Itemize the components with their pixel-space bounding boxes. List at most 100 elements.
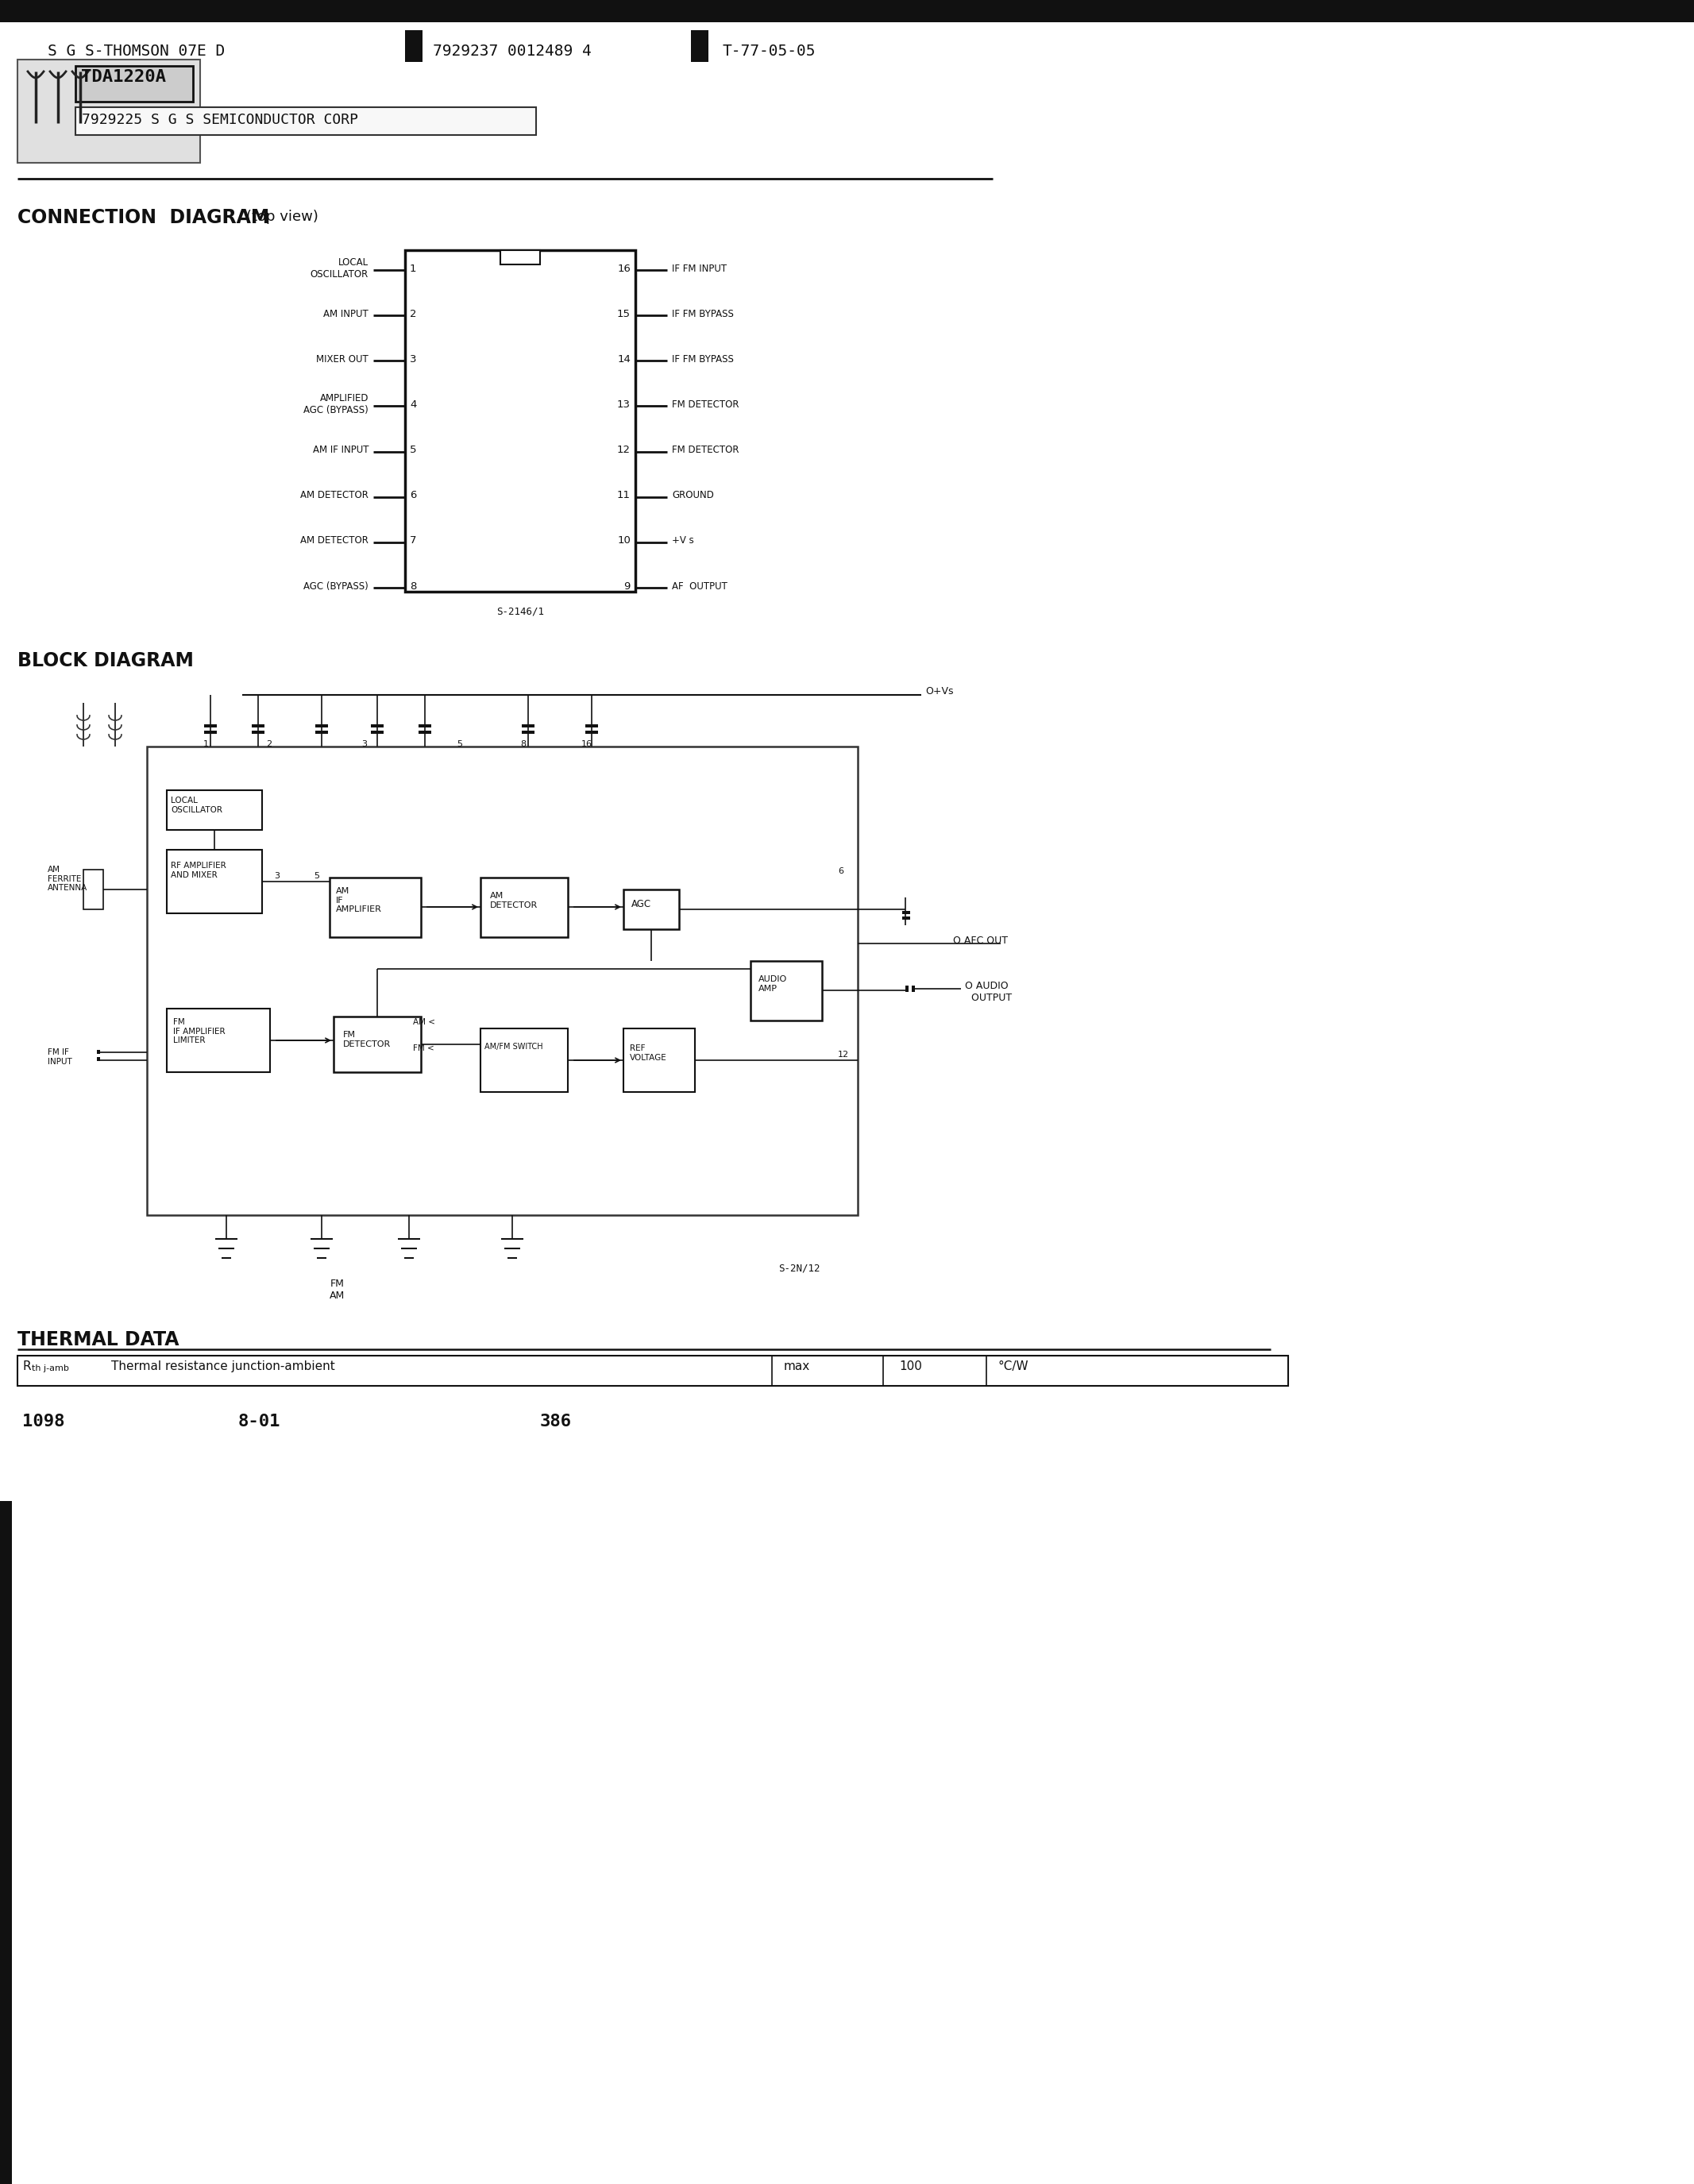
Text: S G S-THOMSON 07E D: S G S-THOMSON 07E D (47, 44, 225, 59)
Text: 14: 14 (617, 354, 630, 365)
Bar (97, 1051, 100, 1055)
Bar (691, 31, 708, 61)
Text: AM <: AM < (413, 1018, 435, 1026)
Text: 7929237 0012489 4: 7929237 0012489 4 (434, 44, 591, 59)
Bar (0, 0, 1694, 22)
Text: 5: 5 (457, 740, 462, 749)
Bar (405, 251, 635, 592)
Bar (903, 911, 910, 915)
Text: 8: 8 (410, 581, 417, 592)
Text: AM
DETECTOR: AM DETECTOR (490, 891, 539, 909)
Bar (586, 725, 598, 727)
Text: FM
IF AMPLIFIER
LIMITER: FM IF AMPLIFIER LIMITER (173, 1018, 225, 1044)
Text: 15: 15 (617, 308, 630, 319)
Text: GROUND: GROUND (673, 489, 713, 500)
Text: 4: 4 (410, 400, 417, 411)
Text: IF FM BYPASS: IF FM BYPASS (673, 354, 734, 365)
Text: 7929225 S G S SEMICONDUCTOR CORP: 7929225 S G S SEMICONDUCTOR CORP (81, 114, 357, 127)
Text: 13: 13 (617, 400, 630, 411)
Text: 8-01: 8-01 (239, 1413, 281, 1431)
Bar (252, 725, 264, 727)
Text: 1: 1 (203, 740, 208, 749)
Text: AM INPUT: AM INPUT (324, 308, 369, 319)
Text: (top view): (top view) (246, 210, 318, 225)
Bar (418, 725, 432, 727)
Text: 2: 2 (266, 740, 273, 749)
Text: TDA1220A: TDA1220A (81, 70, 166, 85)
Text: 9: 9 (623, 581, 630, 592)
Text: 12: 12 (839, 1051, 849, 1059)
Text: AF  OUTPUT: AF OUTPUT (673, 581, 727, 592)
Text: IF FM BYPASS: IF FM BYPASS (673, 308, 734, 319)
Text: 10: 10 (617, 535, 630, 546)
Text: AM/FM SWITCH: AM/FM SWITCH (484, 1042, 542, 1051)
Text: 1098: 1098 (22, 1413, 64, 1431)
Text: 16: 16 (617, 264, 630, 273)
Bar (405, 31, 422, 61)
Bar (334, 1016, 420, 1072)
Text: LOCAL
OSCILLATOR: LOCAL OSCILLATOR (310, 258, 369, 280)
Text: THERMAL DATA: THERMAL DATA (17, 1330, 180, 1350)
Bar (905, 985, 908, 992)
Text: Thermal resistance junction-ambient: Thermal resistance junction-ambient (112, 1361, 335, 1372)
Bar (17, 59, 200, 164)
Bar (17, 1356, 1287, 1387)
Bar (315, 725, 329, 727)
Text: 7: 7 (410, 535, 417, 546)
Bar (481, 878, 567, 937)
Text: AM: AM (330, 1291, 346, 1302)
Bar (166, 791, 263, 830)
Text: th j-amb: th j-amb (32, 1365, 69, 1372)
Text: AM DETECTOR: AM DETECTOR (300, 535, 369, 546)
Text: 5: 5 (313, 871, 318, 880)
Text: 3: 3 (363, 740, 368, 749)
Text: 16: 16 (581, 740, 593, 749)
Bar (623, 889, 679, 928)
Text: FM DETECTOR: FM DETECTOR (673, 446, 739, 454)
Text: max: max (784, 1361, 810, 1372)
Bar (750, 961, 822, 1020)
Bar (623, 1029, 695, 1092)
Text: 3: 3 (274, 871, 280, 880)
Bar (330, 878, 420, 937)
Text: 8: 8 (520, 740, 527, 749)
Text: RF AMPLIFIER
AND MIXER: RF AMPLIFIER AND MIXER (171, 863, 225, 878)
Text: 1: 1 (410, 264, 417, 273)
Bar (371, 725, 383, 727)
Text: 6: 6 (839, 867, 844, 876)
Text: O AFC OUT: O AFC OUT (954, 935, 1008, 946)
Bar (147, 747, 857, 1214)
Bar (500, 251, 540, 264)
Text: 6: 6 (410, 489, 417, 500)
Text: AGC: AGC (632, 900, 650, 909)
Bar (522, 725, 535, 727)
Text: BLOCK DIAGRAM: BLOCK DIAGRAM (17, 651, 193, 670)
Bar (911, 985, 915, 992)
Text: °C/W: °C/W (998, 1361, 1028, 1372)
Text: R: R (22, 1361, 30, 1372)
Text: AMPLIFIED
AGC (BYPASS): AMPLIFIED AGC (BYPASS) (303, 393, 369, 415)
Text: FM: FM (330, 1278, 344, 1289)
Bar (903, 917, 910, 919)
Bar (371, 732, 383, 734)
Text: 386: 386 (540, 1413, 573, 1431)
Bar (522, 732, 535, 734)
Text: FM IF
INPUT: FM IF INPUT (47, 1048, 73, 1066)
Bar (76, 107, 535, 135)
Text: AM DETECTOR: AM DETECTOR (300, 489, 369, 500)
Bar (586, 732, 598, 734)
Bar (315, 732, 329, 734)
Text: S-2146/1: S-2146/1 (496, 605, 544, 616)
Bar (203, 732, 217, 734)
Text: LOCAL
OSCILLATOR: LOCAL OSCILLATOR (171, 797, 222, 815)
Text: 3: 3 (410, 354, 417, 365)
Text: MIXER OUT: MIXER OUT (317, 354, 369, 365)
Bar (97, 1057, 100, 1061)
Bar (252, 732, 264, 734)
Text: 100: 100 (900, 1361, 922, 1372)
Bar (481, 1029, 567, 1092)
Text: O+Vs: O+Vs (925, 686, 954, 697)
Text: IF FM INPUT: IF FM INPUT (673, 264, 727, 273)
Text: O AUDIO
  OUTPUT: O AUDIO OUTPUT (966, 981, 1011, 1002)
Text: 12: 12 (617, 446, 630, 454)
